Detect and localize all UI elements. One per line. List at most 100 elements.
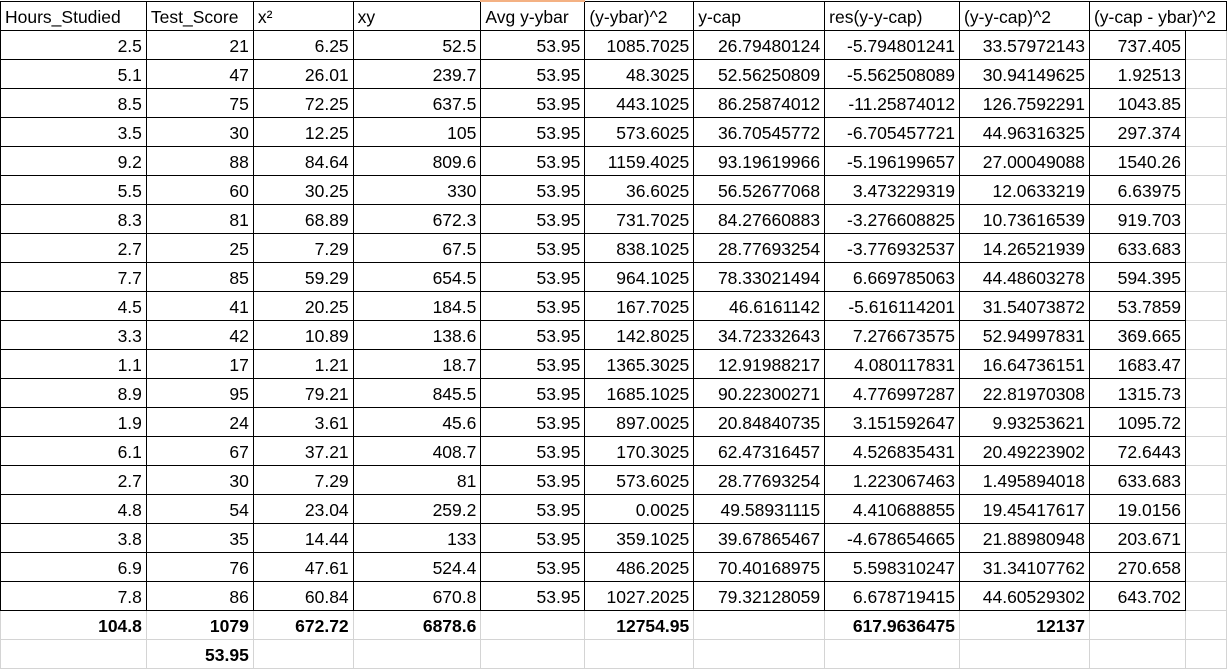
column-header[interactable]: res(y-y-cap) [824,0,961,31]
table-cell[interactable]: 70.40168975 [693,552,826,582]
table-cell[interactable]: 67.5 [352,233,482,263]
table-cell[interactable]: 93.19619966 [693,146,826,176]
table-cell[interactable]: 75 [145,88,254,118]
table-cell[interactable]: 18.7 [352,349,482,379]
empty-cell[interactable] [480,639,586,669]
table-cell[interactable]: 25 [145,233,254,263]
table-cell[interactable]: 133 [352,523,482,553]
table-cell[interactable]: 1085.7025 [584,30,695,60]
table-cell[interactable]: 3.5 [0,117,147,147]
empty-cell[interactable] [1184,349,1227,379]
table-cell[interactable]: -4.678654665 [824,523,961,553]
table-cell[interactable]: 26.01 [252,59,354,89]
empty-cell[interactable] [1184,610,1227,640]
table-cell[interactable]: 3.3 [0,320,147,350]
table-cell[interactable]: 68.89 [252,204,354,234]
table-cell[interactable]: 737.405 [1088,30,1186,60]
table-cell[interactable]: 4.526835431 [824,436,961,466]
table-cell[interactable]: 359.1025 [584,523,695,553]
table-cell[interactable]: 4.776997287 [824,378,961,408]
table-cell[interactable]: 297.374 [1088,117,1186,147]
table-cell[interactable]: 27.00049088 [959,146,1090,176]
table-cell[interactable]: 594.395 [1088,262,1186,292]
table-cell[interactable]: 330 [352,175,482,205]
total-cell[interactable] [480,610,586,640]
table-cell[interactable]: 838.1025 [584,233,695,263]
table-cell[interactable]: 2.7 [0,465,147,495]
table-cell[interactable]: 81 [145,204,254,234]
empty-cell[interactable] [1184,59,1227,89]
table-cell[interactable]: 84.64 [252,146,354,176]
table-cell[interactable]: 7.7 [0,262,147,292]
table-cell[interactable]: 731.7025 [584,204,695,234]
empty-cell[interactable] [352,639,482,669]
table-cell[interactable]: 20.25 [252,291,354,321]
table-cell[interactable]: 53.95 [480,291,586,321]
table-cell[interactable]: 48.3025 [584,59,695,89]
table-cell[interactable]: 845.5 [352,378,482,408]
table-cell[interactable]: 53.95 [480,204,586,234]
table-cell[interactable]: 33.57972143 [959,30,1090,60]
table-cell[interactable]: 20.84840735 [693,407,826,437]
table-cell[interactable]: 90.22300271 [693,378,826,408]
table-cell[interactable]: 14.44 [252,523,354,553]
empty-cell[interactable] [0,639,147,669]
table-cell[interactable]: 72.25 [252,88,354,118]
table-cell[interactable]: 53.95 [480,378,586,408]
table-cell[interactable]: 1.92513 [1088,59,1186,89]
table-cell[interactable]: 0.0025 [584,494,695,524]
table-cell[interactable]: 67 [145,436,254,466]
table-cell[interactable]: 79.21 [252,378,354,408]
table-cell[interactable]: 573.6025 [584,117,695,147]
total-cell[interactable] [693,610,826,640]
column-header[interactable]: Test_Score [145,0,254,31]
table-cell[interactable]: 53.95 [480,233,586,263]
table-cell[interactable]: 259.2 [352,494,482,524]
table-cell[interactable]: 1685.1025 [584,378,695,408]
table-cell[interactable]: 31.34107762 [959,552,1090,582]
table-cell[interactable]: 53.95 [480,407,586,437]
table-cell[interactable]: 88 [145,146,254,176]
table-cell[interactable]: 53.95 [480,146,586,176]
table-cell[interactable]: 670.8 [352,581,482,611]
table-cell[interactable]: 919.703 [1088,204,1186,234]
total-cell[interactable]: 104.8 [0,610,147,640]
table-cell[interactable]: 654.5 [352,262,482,292]
table-cell[interactable]: 81 [352,465,482,495]
table-cell[interactable]: -5.794801241 [824,30,961,60]
average-cell[interactable]: 53.95 [145,639,254,669]
empty-cell[interactable] [252,639,354,669]
empty-cell[interactable] [584,639,695,669]
table-cell[interactable]: 7.8 [0,581,147,611]
table-cell[interactable]: -11.25874012 [824,88,961,118]
table-cell[interactable]: 60 [145,175,254,205]
table-cell[interactable]: 1027.2025 [584,581,695,611]
table-cell[interactable]: 45.6 [352,407,482,437]
empty-cell[interactable] [1184,639,1227,669]
empty-cell[interactable] [1184,523,1227,553]
total-cell[interactable]: 617.9636475 [824,610,961,640]
table-cell[interactable]: 53.95 [480,30,586,60]
table-cell[interactable]: 7.276673575 [824,320,961,350]
table-cell[interactable]: 167.7025 [584,291,695,321]
table-cell[interactable]: 28.77693254 [693,233,826,263]
empty-cell[interactable] [1184,407,1227,437]
table-cell[interactable]: 41 [145,291,254,321]
empty-cell[interactable] [1184,465,1227,495]
table-cell[interactable]: 524.4 [352,552,482,582]
empty-cell[interactable] [959,639,1090,669]
table-cell[interactable]: 44.60529302 [959,581,1090,611]
table-cell[interactable]: 44.96316325 [959,117,1090,147]
table-cell[interactable]: 36.6025 [584,175,695,205]
table-cell[interactable]: 86.25874012 [693,88,826,118]
table-cell[interactable]: 6.63975 [1088,175,1186,205]
table-cell[interactable]: 54 [145,494,254,524]
table-cell[interactable]: 1365.3025 [584,349,695,379]
table-cell[interactable]: 1683.47 [1088,349,1186,379]
empty-cell[interactable] [1184,320,1227,350]
table-cell[interactable]: 10.89 [252,320,354,350]
table-cell[interactable]: 10.73616539 [959,204,1090,234]
table-cell[interactable]: 84.27660883 [693,204,826,234]
table-cell[interactable]: 3.61 [252,407,354,437]
column-header[interactable]: x² [252,0,354,31]
